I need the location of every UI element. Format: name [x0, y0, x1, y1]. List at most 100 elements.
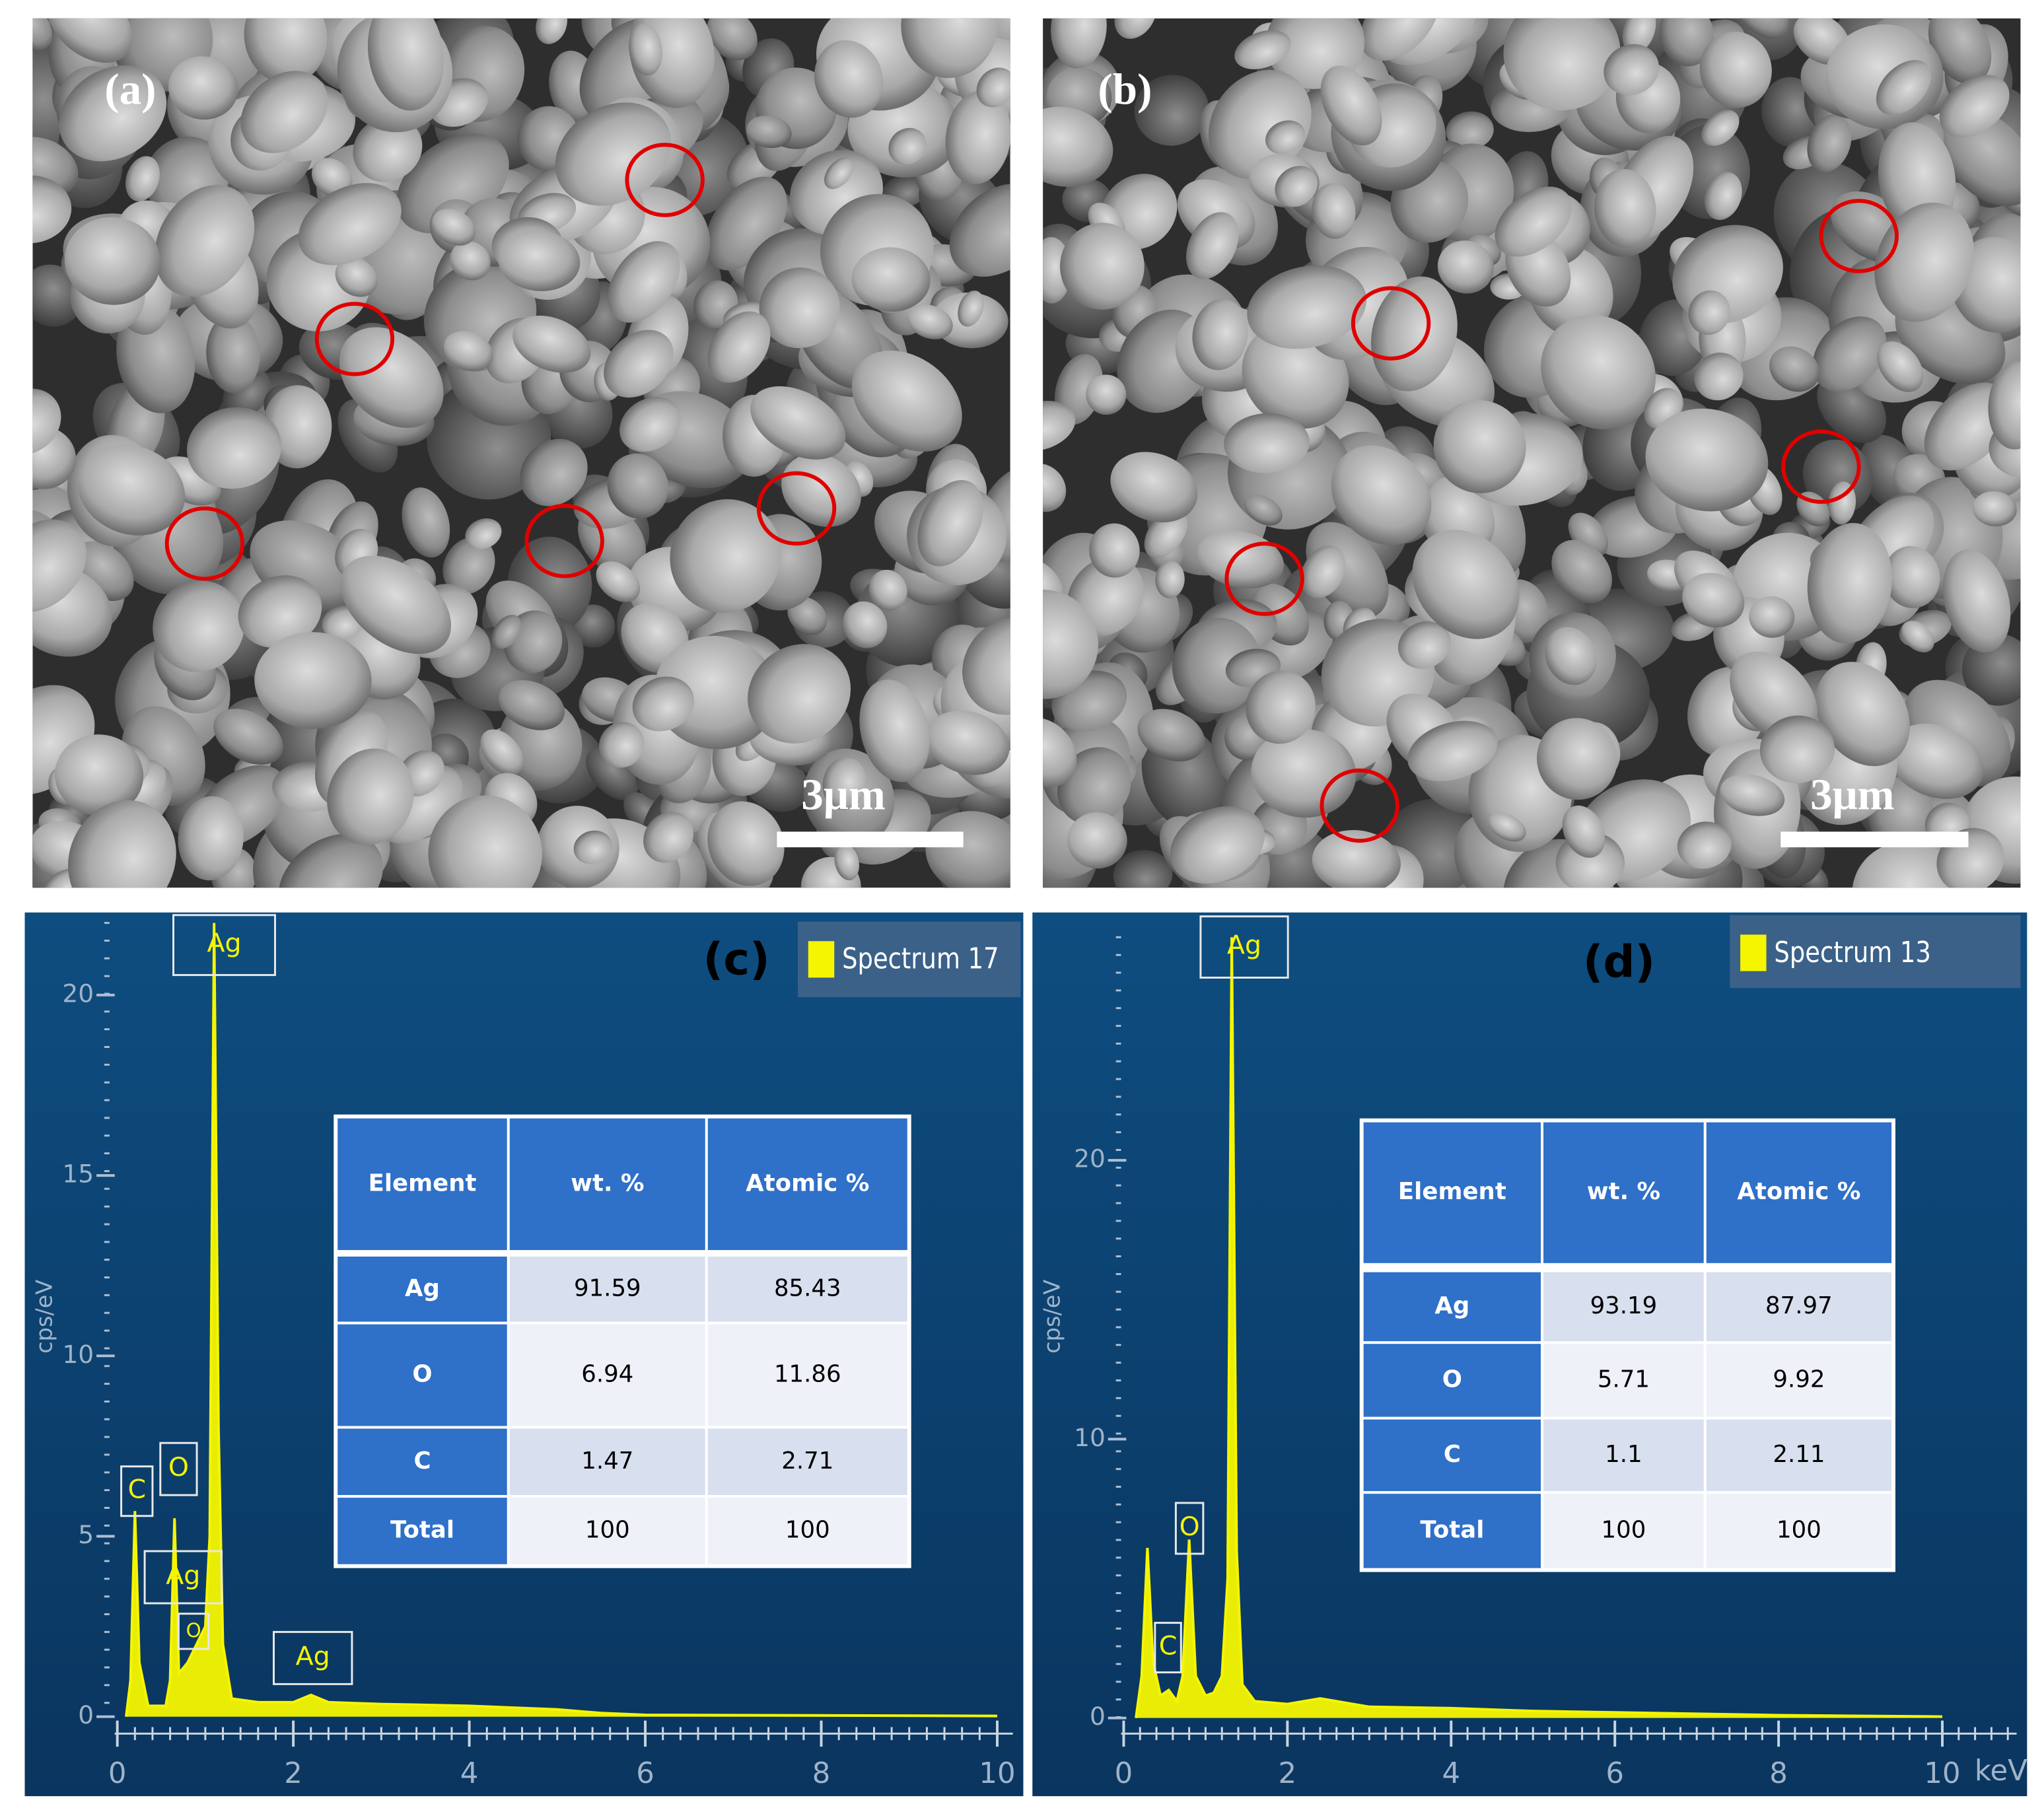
particle [67, 800, 176, 888]
particle [1541, 315, 1656, 430]
particle [1110, 452, 1198, 523]
particle [596, 561, 641, 602]
panel-label: (d) [1583, 936, 1655, 987]
peak-label-box [1154, 1622, 1182, 1674]
particle [555, 102, 672, 206]
particle [1407, 720, 1498, 782]
particle [1720, 774, 1785, 816]
peak-label-box [273, 1630, 353, 1685]
particle [1759, 715, 1835, 784]
particle [619, 397, 681, 452]
x-tick-label: 2 [284, 1757, 302, 1790]
particle [1320, 65, 1382, 146]
table-cell-text: 9.92 [1773, 1366, 1825, 1393]
scale-bar-label: 3μm [801, 770, 886, 819]
particle [604, 330, 674, 398]
particle [1043, 106, 1113, 187]
sem-image [32, 18, 1010, 888]
table-cell-text: O [412, 1361, 432, 1388]
particle [1901, 621, 1934, 653]
table-cell-text: Total [1420, 1516, 1484, 1543]
particle [1300, 545, 1346, 598]
peak-label: O [1180, 1512, 1200, 1542]
y-tick-label: 20 [62, 979, 94, 1008]
particle [298, 183, 402, 265]
particle [64, 217, 161, 305]
particle [1874, 202, 1975, 322]
particle [1244, 495, 1283, 526]
highlight-circle [625, 143, 705, 217]
particle [1086, 374, 1127, 415]
particle [1488, 812, 1526, 842]
x-tick-label: 4 [1442, 1757, 1460, 1790]
particle [1545, 627, 1597, 685]
particle [824, 157, 854, 190]
particle [901, 18, 998, 79]
particle [1677, 821, 1732, 869]
legend-label: Spectrum 17 [842, 942, 999, 976]
particle [814, 40, 884, 118]
highlight-circle [1320, 768, 1399, 843]
particle [1155, 561, 1185, 598]
particle [335, 258, 378, 297]
particle [1247, 265, 1367, 349]
particle [1331, 445, 1432, 545]
table-cell-text: Ag [1434, 1292, 1469, 1319]
particle [859, 679, 930, 782]
peak-label-box [159, 1442, 198, 1496]
particle [843, 601, 888, 648]
particle [643, 812, 693, 863]
table-cell-text: 85.43 [774, 1274, 841, 1302]
particle [1433, 400, 1526, 494]
peak-label: C [127, 1475, 146, 1505]
particle [32, 264, 83, 327]
particle [834, 844, 860, 881]
particle [1446, 111, 1494, 150]
table-cell [335, 1426, 510, 1498]
sem-image [1043, 18, 2021, 888]
particle [1495, 186, 1572, 257]
table-cell-text: 91.59 [574, 1274, 641, 1302]
table-cell [705, 1426, 910, 1498]
particle [491, 615, 522, 649]
highlight-circle [1781, 429, 1861, 504]
particle [1224, 413, 1310, 473]
table-header: wt. % [571, 1169, 644, 1197]
legend-label: Spectrum 13 [1774, 936, 1930, 969]
spectrum-area [125, 922, 997, 1717]
particle [327, 748, 414, 845]
table-cell-text: 6.94 [581, 1361, 633, 1388]
particle [1360, 18, 1439, 61]
particle [1312, 830, 1401, 888]
particle [1688, 290, 1731, 335]
particle [976, 67, 1010, 108]
table-cell [507, 1321, 708, 1429]
particle [926, 711, 1010, 775]
particle [1736, 18, 1789, 39]
particle [787, 596, 828, 635]
peak-label: Ag [166, 1560, 200, 1591]
highlight-circle [314, 302, 395, 376]
particle [868, 569, 907, 611]
particle [607, 453, 669, 519]
y-tick-label: 20 [1074, 1144, 1106, 1173]
highlight-circle [1351, 286, 1431, 361]
particle [240, 71, 328, 153]
particle [945, 90, 1010, 185]
x-tick-label: 0 [108, 1757, 127, 1790]
particle [958, 291, 984, 327]
x-tick-label: 10 [979, 1757, 1015, 1790]
particle [1043, 590, 1098, 699]
particle [1645, 408, 1769, 512]
particle [1939, 75, 2010, 137]
particle [707, 311, 771, 383]
particle [443, 331, 493, 372]
particle [962, 617, 1010, 715]
table-cell-text: 87.97 [1765, 1292, 1833, 1319]
table-cell [507, 1495, 708, 1567]
particle [442, 537, 495, 595]
particle [1972, 491, 2017, 527]
table-header: Element [369, 1169, 477, 1197]
particle [1246, 670, 1316, 744]
particle [746, 116, 792, 149]
